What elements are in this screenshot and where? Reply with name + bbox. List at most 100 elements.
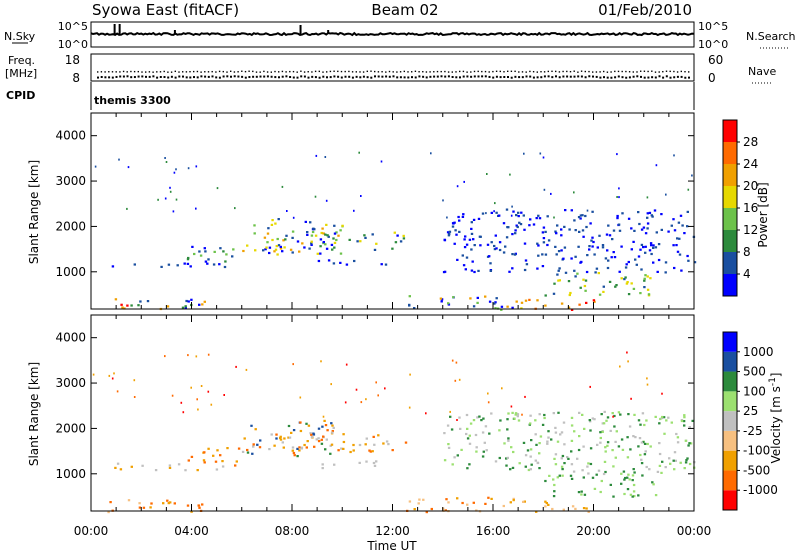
- echo-cell: [672, 459, 675, 462]
- echo-cell: [455, 233, 458, 236]
- echo-cell: [683, 232, 686, 235]
- colorbar-swatch: [723, 371, 737, 392]
- echo-cell: [322, 241, 325, 244]
- echo-cell: [632, 468, 635, 471]
- echo-cell: [511, 267, 514, 270]
- echo-cell: [469, 297, 472, 300]
- echo-cell: [610, 256, 613, 259]
- echo-cell: [523, 242, 527, 245]
- echo-cell: [542, 156, 545, 159]
- echo-cell: [502, 251, 506, 254]
- echo-cell: [212, 263, 216, 266]
- echo-cell: [283, 437, 286, 440]
- echo-cell: [484, 425, 488, 428]
- echo-cell: [570, 439, 574, 442]
- echo-cell: [573, 191, 575, 194]
- echo-cell: [512, 497, 515, 500]
- echo-cell: [309, 221, 312, 224]
- echo-cell: [371, 233, 374, 236]
- echo-cell: [456, 454, 459, 457]
- echo-cell: [250, 424, 253, 427]
- echo-cell: [169, 501, 172, 504]
- echo-cell: [581, 229, 585, 232]
- echo-cell: [493, 244, 496, 248]
- echo-cell: [473, 244, 476, 247]
- colorbar-swatch: [723, 332, 737, 352]
- echo-cell: [551, 507, 554, 511]
- echo-cell: [515, 214, 518, 217]
- noise-left-tick-top: 10^5: [58, 20, 88, 33]
- echo-cell: [537, 244, 540, 247]
- echo-cell: [300, 446, 304, 449]
- velocity-x-ticks: [90, 315, 695, 511]
- echo-cell: [635, 263, 638, 266]
- echo-cell: [298, 449, 301, 452]
- echo-cell: [331, 431, 334, 434]
- echo-cell: [254, 249, 257, 252]
- echo-cell: [647, 293, 651, 296]
- echo-cell: [126, 304, 129, 307]
- echo-cell: [219, 247, 222, 250]
- echo-cell: [632, 240, 635, 243]
- echo-cell: [597, 272, 600, 275]
- echo-cell: [632, 287, 636, 290]
- echo-cell: [614, 440, 617, 443]
- echo-cell: [119, 468, 123, 471]
- echo-cell: [190, 298, 193, 301]
- echo-cell: [413, 307, 416, 310]
- freq-panel: [90, 53, 695, 82]
- echo-cell: [485, 212, 487, 215]
- echo-cell: [324, 233, 327, 236]
- echo-cell: [310, 242, 313, 245]
- echo-cell: [572, 470, 576, 473]
- freq-left-tick-top: 18: [65, 53, 80, 67]
- echo-cell: [365, 460, 368, 463]
- echo-cell: [580, 490, 583, 493]
- echo-cell: [111, 377, 114, 380]
- echo-cell: [399, 240, 403, 243]
- echo-cell: [246, 448, 249, 452]
- echo-cell: [552, 478, 555, 481]
- echo-cell: [169, 190, 172, 193]
- echo-cell: [564, 209, 567, 212]
- echo-cell: [588, 419, 591, 422]
- echo-cell: [554, 463, 558, 466]
- echo-cell: [292, 216, 295, 219]
- echo-cell: [499, 419, 502, 422]
- echo-cell: [626, 351, 628, 354]
- echo-cell: [567, 457, 570, 460]
- echo-cell: [579, 214, 583, 217]
- echo-cell: [599, 431, 602, 434]
- echo-cell: [146, 300, 150, 303]
- echo-cell: [623, 278, 626, 281]
- echo-cell: [578, 435, 581, 438]
- echo-cell: [219, 454, 222, 457]
- echo-cell: [545, 502, 548, 505]
- echo-cell: [353, 209, 355, 212]
- echo-cell: [541, 265, 545, 268]
- echo-cell: [620, 438, 624, 441]
- echo-cell: [454, 379, 457, 382]
- echo-cell: [168, 464, 172, 467]
- echo-cell: [643, 453, 647, 456]
- echo-cell: [130, 465, 133, 468]
- echo-cell: [578, 303, 581, 306]
- echo-cell: [622, 470, 626, 473]
- echo-cell: [475, 446, 478, 449]
- echo-cell: [619, 365, 621, 368]
- echo-cell: [330, 243, 334, 246]
- echo-cell: [349, 450, 352, 454]
- echo-cell: [581, 214, 584, 217]
- echo-cell: [637, 255, 641, 258]
- echo-cell: [568, 293, 571, 297]
- echo-cell: [576, 457, 579, 460]
- echo-cell: [656, 270, 659, 273]
- echo-cell: [279, 438, 283, 441]
- echo-cell: [553, 216, 555, 219]
- echo-cell: [625, 282, 629, 285]
- echo-cell: [613, 425, 616, 428]
- echo-cell: [687, 188, 690, 191]
- echo-cell: [358, 151, 360, 154]
- echo-cell: [465, 256, 469, 259]
- echo-cell: [490, 497, 493, 500]
